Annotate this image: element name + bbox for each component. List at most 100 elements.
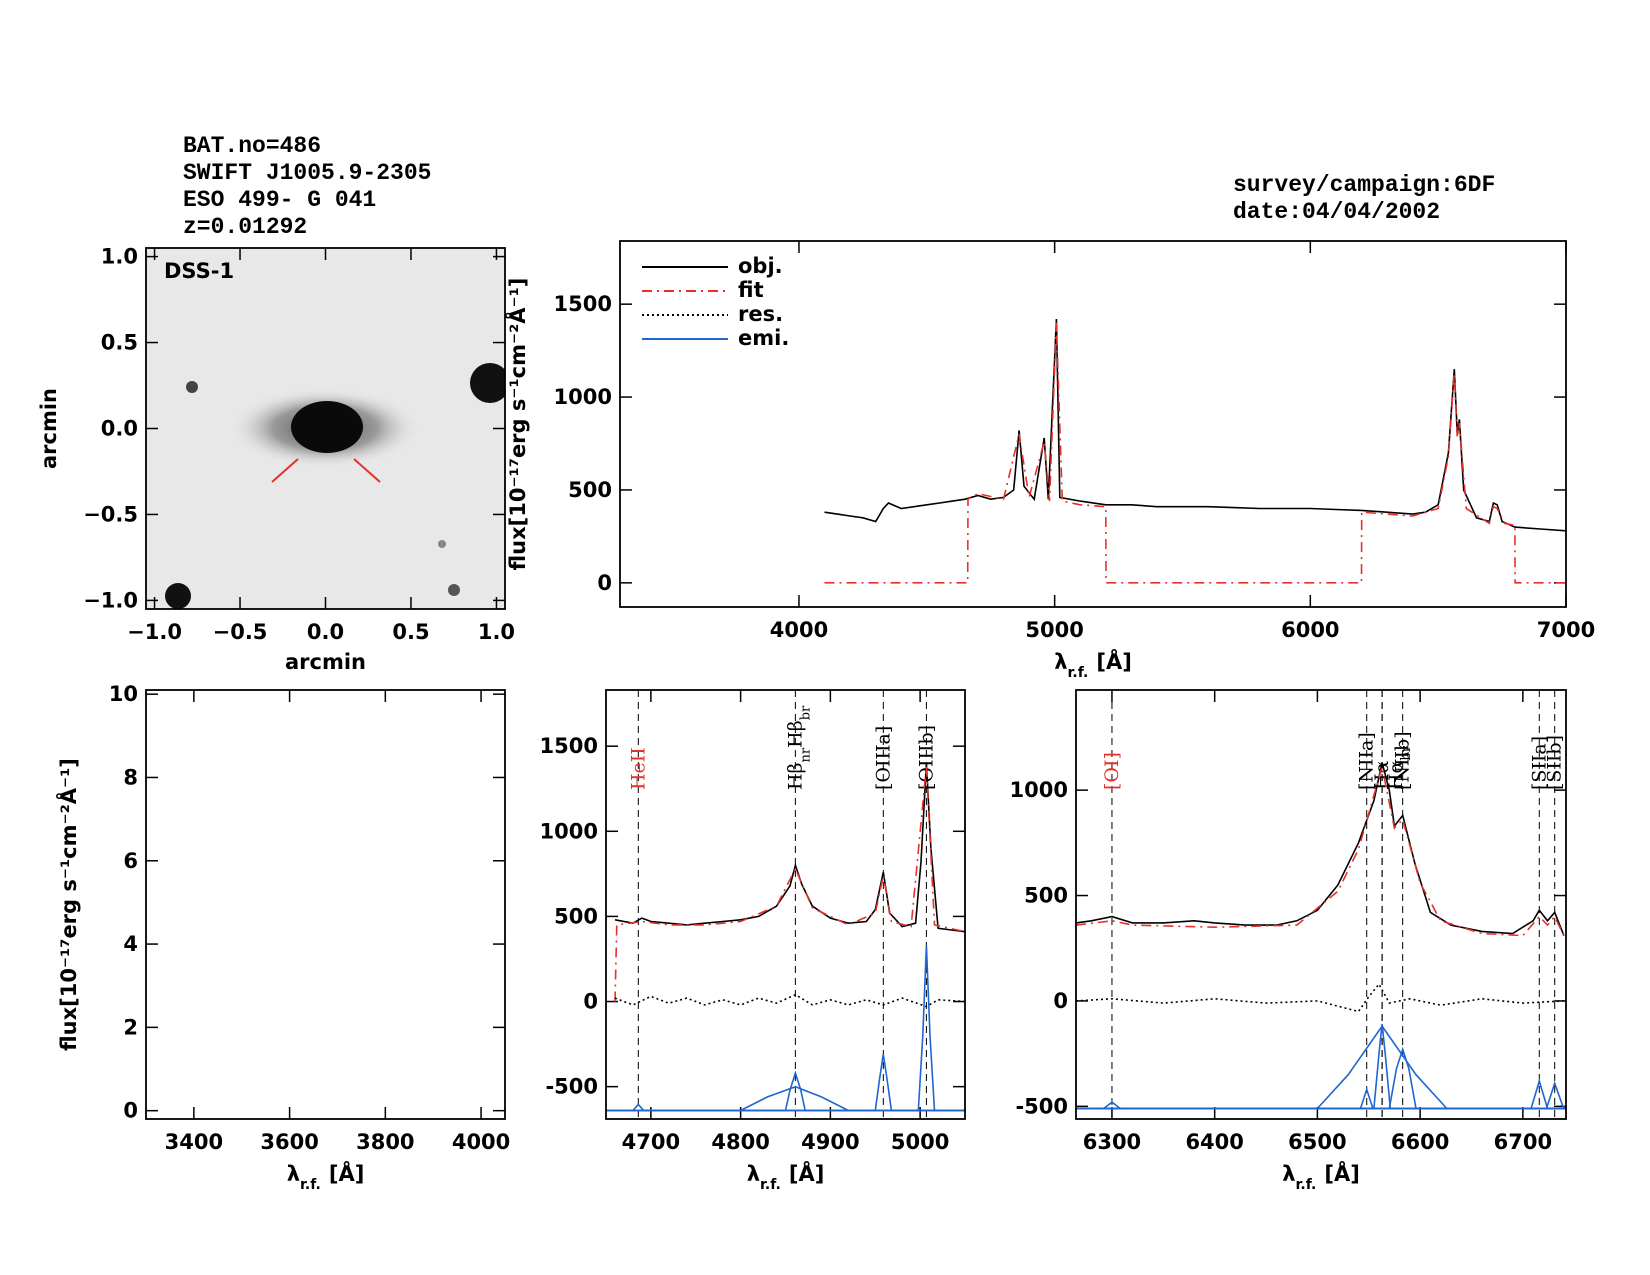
series-line <box>1076 762 1565 936</box>
x-axis-sub: r.f. <box>1295 1177 1316 1193</box>
line-label: [OIIIa] <box>872 726 894 790</box>
line-label-sub: nr <box>798 747 813 762</box>
series-line <box>614 766 965 1002</box>
y-tick-label: 0 <box>583 990 598 1014</box>
line-label-text: Hβ <box>784 762 806 790</box>
plot-frame <box>145 689 506 1120</box>
line-label-sub: br <box>798 705 813 720</box>
x-tick-label: 3600 <box>260 1130 318 1154</box>
legend-label: obj. <box>738 254 783 278</box>
y-tick-label: 1000 <box>554 385 612 409</box>
x-axis-label: λr.f. [Å] <box>1282 1161 1360 1193</box>
plot-frame <box>605 689 966 1120</box>
plot-frame <box>1075 689 1567 1120</box>
header-line: z=0.01292 <box>183 214 307 240</box>
x-axis-unit: [Å] <box>1096 649 1131 674</box>
x-axis-unit: [Å] <box>329 1161 364 1186</box>
line-label-text: Hα <box>1385 760 1407 790</box>
x-tick-label: 6400 <box>1185 1130 1243 1154</box>
line-label: HβnrHβbr <box>784 705 813 790</box>
line-label-text: [NIIb] <box>1392 731 1414 790</box>
x-tick-label: 6500 <box>1288 1130 1346 1154</box>
x-axis-label: λr.f. [Å] <box>747 1161 825 1193</box>
x-axis-label: arcmin <box>285 650 366 674</box>
x-axis-symbol: λ <box>747 1162 760 1186</box>
y-tick-label: 0 <box>123 1099 138 1123</box>
series-line <box>1076 1024 1566 1110</box>
y-tick-label: 6 <box>123 849 138 873</box>
y-tick-label: −1.0 <box>83 588 138 612</box>
series-group <box>824 318 1566 584</box>
survey: survey/campaign:6DF <box>1233 172 1495 198</box>
line-label-text: [SIIa] <box>1528 736 1550 790</box>
series-line <box>606 945 965 1112</box>
x-tick-label: 5000 <box>1025 618 1083 642</box>
y-tick-label: 500 <box>554 904 598 928</box>
line-label: [SIIa] <box>1528 736 1550 790</box>
line-label: HeII <box>627 747 649 790</box>
y-tick-label: 1500 <box>540 734 598 758</box>
y-tick-label: -500 <box>1015 1094 1068 1118</box>
series-line <box>606 1070 965 1112</box>
x-axis-unit: [Å] <box>1324 1161 1359 1186</box>
line-label: [NIIa] <box>1356 732 1378 790</box>
x-axis-symbol: λ <box>1054 650 1067 674</box>
header-line: SWIFT J1005.9-2305 <box>183 160 431 186</box>
y-tick-label: 500 <box>1024 884 1068 908</box>
y-tick-label: 1500 <box>554 292 612 316</box>
legend-label: fit <box>738 278 764 302</box>
plot-frame <box>145 247 506 610</box>
line-label-text: [OIIIb] <box>915 725 937 790</box>
image-label: DSS-1 <box>164 259 234 283</box>
x-tick-label: 7000 <box>1537 618 1595 642</box>
x-tick-label: 4000 <box>452 1130 510 1154</box>
x-tick-label: 1.0 <box>478 620 515 644</box>
x-axis-label: λr.f. [Å] <box>1054 649 1132 681</box>
y-tick-label: 4 <box>123 932 138 956</box>
y-tick-label: −0.5 <box>83 502 138 526</box>
x-tick-label: 6700 <box>1494 1130 1552 1154</box>
line-label-text: Hβ <box>784 720 806 748</box>
line-label-text: HeII <box>627 747 649 790</box>
series-group <box>606 763 965 1112</box>
y-tick-label: 1.0 <box>101 245 138 269</box>
x-tick-label: −0.5 <box>213 620 268 644</box>
x-axis-sub: r.f. <box>760 1177 781 1193</box>
x-tick-label: 5000 <box>891 1130 949 1154</box>
y-tick-label: 2 <box>123 1015 138 1039</box>
plot-frame <box>619 240 1567 608</box>
series-line <box>606 1054 965 1112</box>
x-tick-label: 4700 <box>622 1130 680 1154</box>
line-label: [SIIb] <box>1544 735 1566 790</box>
series-group <box>1076 762 1566 1110</box>
x-axis-symbol: λ <box>1282 1162 1295 1186</box>
y-tick-label: 0 <box>597 571 612 595</box>
series-line <box>1076 1046 1566 1110</box>
date: date:04/04/2002 <box>1233 199 1440 225</box>
series-line <box>1076 766 1565 937</box>
y-tick-label: 1000 <box>540 819 598 843</box>
x-tick-label: 4900 <box>801 1130 859 1154</box>
y-tick-label: 10 <box>109 682 138 706</box>
y-tick-label: 0 <box>1053 989 1068 1013</box>
x-axis-sub: r.f. <box>300 1177 321 1193</box>
series-line <box>824 318 1566 532</box>
y-tick-label: 500 <box>568 478 612 502</box>
series-line <box>1076 1080 1566 1110</box>
line-label: [NIIb] <box>1392 731 1414 790</box>
series-line <box>1076 982 1564 1013</box>
line-label-text: [OI] <box>1101 752 1123 790</box>
x-tick-label: 4800 <box>711 1130 769 1154</box>
x-tick-label: 6600 <box>1391 1130 1449 1154</box>
x-tick-label: 6000 <box>1281 618 1339 642</box>
y-tick-label: -500 <box>545 1075 598 1099</box>
y-tick-label: 0.0 <box>101 417 138 441</box>
x-tick-label: 6300 <box>1083 1130 1141 1154</box>
series-line <box>614 993 965 1008</box>
x-tick-label: −1.0 <box>127 620 182 644</box>
x-axis-symbol: λ <box>287 1162 300 1186</box>
header-line: ESO 499- G 041 <box>183 187 376 213</box>
x-tick-label: 4000 <box>770 618 828 642</box>
y-tick-label: 0.5 <box>101 331 138 355</box>
x-axis-unit: [Å] <box>789 1161 824 1186</box>
